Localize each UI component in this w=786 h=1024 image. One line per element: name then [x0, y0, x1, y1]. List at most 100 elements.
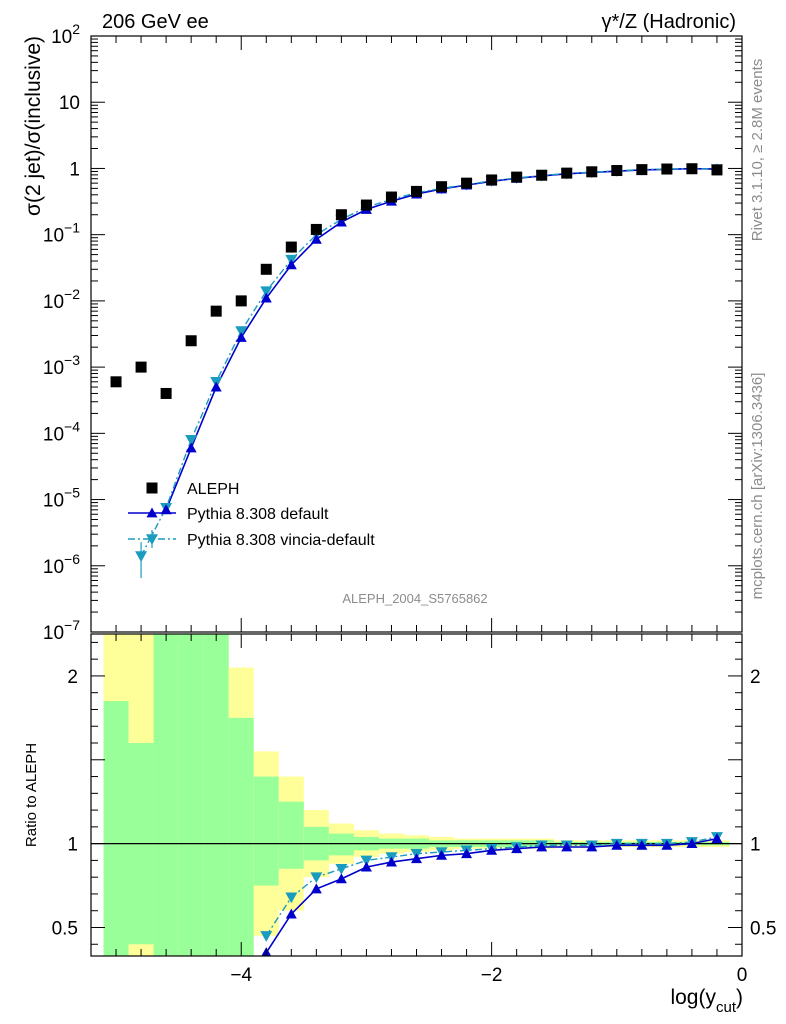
aleph-marker	[561, 167, 573, 179]
aleph-marker	[536, 169, 548, 181]
default-marker	[260, 292, 272, 303]
header-left-label: 206 GeV ee	[102, 11, 209, 33]
default-marker	[160, 504, 172, 515]
ratio-default-marker	[335, 873, 347, 884]
legend-label: Pythia 8.308 default	[187, 506, 329, 523]
legend-default-marker	[146, 507, 158, 518]
ratio-default-marker	[310, 883, 322, 894]
ratio-default-marker	[636, 839, 648, 850]
band-inner	[328, 833, 354, 856]
aleph-marker	[235, 295, 247, 307]
analysis-label: ALEPH_2004_S5765862	[342, 591, 487, 606]
ratio-default-marker	[611, 839, 623, 850]
upper-series	[110, 163, 723, 579]
default-marker	[210, 381, 222, 392]
rivet-version-label: Rivet 3.1.10, ≥ 2.8M events	[749, 59, 766, 242]
aleph-marker	[686, 163, 698, 175]
vincia-marker	[260, 286, 273, 298]
x-tick-label: −4	[230, 965, 252, 986]
upper-y-tick-label: 1	[69, 159, 80, 180]
aleph-marker	[360, 199, 372, 211]
aleph-marker	[385, 191, 397, 203]
ratio-vincia-marker	[360, 855, 373, 867]
band-inner	[178, 634, 204, 956]
aleph-marker	[160, 387, 172, 399]
vincia-line	[140, 168, 717, 557]
default-marker	[285, 259, 297, 270]
x-tick-label: 0	[737, 965, 748, 986]
default-marker	[185, 442, 197, 453]
ratio-default-marker	[285, 908, 297, 919]
ratio-default-marker	[586, 841, 598, 852]
ratio-y-tick-label-right: 0.5	[750, 918, 776, 939]
legend: ALEPH Pythia 8.308 default Pythia 8.308 vi…	[128, 481, 375, 549]
aleph-marker	[185, 335, 197, 347]
upper-y-tick-label: 10−1	[43, 220, 80, 247]
ratio-default-marker	[711, 833, 723, 844]
ratio-y-tick-label-right: 2	[750, 667, 761, 688]
default-marker	[335, 216, 347, 227]
ratio-y-tick-label: 2	[67, 667, 78, 688]
band-inner	[253, 776, 279, 886]
default-marker	[310, 233, 322, 244]
aleph-marker	[661, 163, 673, 175]
aleph-marker	[611, 165, 623, 177]
upper-y-tick-label: 10	[59, 93, 80, 114]
upper-y-tick-label: 10−7	[43, 617, 80, 644]
upper-panel: 102 10 1 10−1 10−2 10−3 10−4 10−5 10−6 10−7	[43, 21, 743, 644]
ratio-y-tick-label: 0.5	[52, 918, 78, 939]
ratio-default-marker	[486, 844, 498, 855]
aleph-marker	[586, 166, 598, 178]
ratio-vincia-marker	[260, 931, 273, 942]
aleph-marker	[511, 171, 523, 183]
band-inner	[278, 801, 304, 869]
ratio-panel: −4 −2 0 2 2 1 1 0.5 0.5	[52, 633, 776, 986]
ratio-default-marker	[686, 838, 698, 849]
aleph-marker	[486, 174, 498, 186]
aleph-marker	[636, 164, 648, 176]
ratio-y-tick-label-right: 1	[750, 835, 761, 856]
upper-y-tick-label: 10−3	[43, 352, 80, 379]
aleph-marker	[461, 177, 473, 189]
aleph-marker	[310, 223, 322, 235]
band-inner	[203, 634, 229, 956]
upper-y-tick-label: 10−5	[43, 485, 80, 512]
legend-label: Pythia 8.308 vincia-default	[187, 532, 375, 549]
ratio-default-marker	[661, 839, 673, 850]
aleph-marker	[110, 376, 122, 388]
ratio-default-marker	[511, 843, 523, 854]
aleph-marker	[285, 241, 297, 253]
ratio-series	[260, 832, 723, 956]
upper-y-tick-label: 10−4	[43, 418, 80, 445]
band-inner	[103, 701, 129, 956]
legend-aleph-marker	[146, 482, 158, 494]
ratio-default-marker	[561, 841, 573, 852]
ratio-default-marker	[436, 849, 448, 860]
header-right-label: γ*/Z (Hadronic)	[602, 11, 736, 33]
vincia-marker	[235, 326, 248, 338]
aleph-marker	[210, 305, 222, 317]
legend-label: ALEPH	[187, 481, 239, 498]
vincia-marker	[185, 434, 198, 446]
vincia-marker	[135, 551, 148, 563]
x-axis-title: log(ycut)	[670, 986, 743, 1016]
x-tick-label: −2	[481, 965, 503, 986]
ratio-default-marker	[385, 856, 397, 867]
aleph-marker	[711, 164, 723, 176]
ratio-default-marker	[411, 853, 422, 864]
aleph-marker	[260, 263, 272, 275]
ratio-default-marker	[360, 861, 372, 872]
aleph-marker	[436, 181, 448, 193]
aleph-marker	[135, 361, 147, 373]
mcplots-label: mcplots.cern.ch [arXiv:1306.3436]	[749, 373, 766, 600]
upper-y-tick-label: 10−6	[43, 551, 80, 578]
upper-y-tick-label: 102	[51, 21, 80, 48]
upper-y-axis-title: σ(2 jet)/σ(inclusive)	[22, 36, 45, 216]
ratio-vincia-marker	[285, 892, 298, 904]
ratio-y-tick-label: 1	[67, 835, 78, 856]
aleph-marker	[411, 185, 422, 197]
band-inner	[153, 634, 179, 956]
legend-vincia-marker	[146, 534, 158, 545]
ratio-default-marker	[536, 841, 548, 852]
